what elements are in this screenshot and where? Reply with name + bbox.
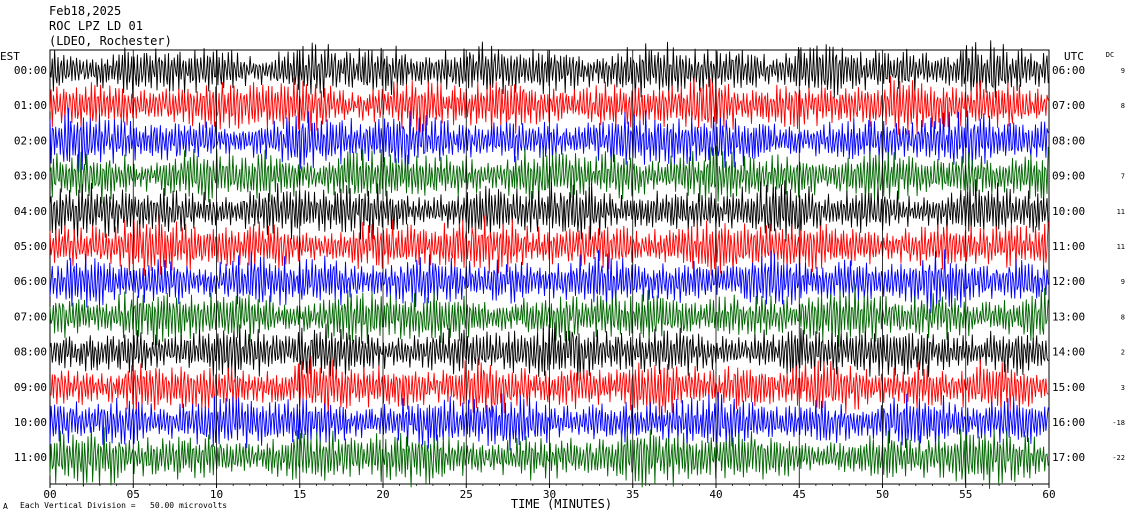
est-label-8: 08:00 [14,346,47,359]
x-tick-label-60: 60 [1042,488,1055,501]
est-label-1: 01:00 [14,99,47,112]
utc-label-1: 07:00 [1052,99,1085,112]
network-label: (LDEO, Rochester) [49,34,172,48]
dc-value-0: 9 [1121,67,1125,75]
est-label-3: 03:00 [14,170,47,183]
utc-label-9: 15:00 [1052,381,1085,394]
utc-label-8: 14:00 [1052,346,1085,359]
x-tick-label-40: 40 [709,488,722,501]
est-label-9: 09:00 [14,381,47,394]
dc-value-1: 8 [1121,102,1125,110]
dc-value-7: 8 [1121,313,1125,321]
dc-column-label: DC [1106,51,1114,59]
utc-label-6: 12:00 [1052,275,1085,288]
utc-zone-label: UTC [1064,50,1084,63]
utc-label-2: 08:00 [1052,134,1085,147]
utc-label-4: 10:00 [1052,205,1085,218]
dc-value-9: 3 [1121,384,1125,392]
x-tick-label-50: 50 [876,488,889,501]
x-tick-label-45: 45 [793,488,806,501]
dc-value-5: 11 [1117,243,1125,251]
date-label: Feb18,2025 [49,4,122,18]
x-tick-label-15: 15 [293,488,306,501]
est-label-4: 04:00 [14,205,47,218]
station-label: ROC LPZ LD 01 [49,19,143,33]
x-tick-label-35: 35 [626,488,639,501]
utc-label-5: 11:00 [1052,240,1085,253]
x-tick-label-05: 05 [127,488,140,501]
x-axis-label: TIME (MINUTES) [511,497,612,511]
dc-value-4: 11 [1117,208,1125,216]
est-label-2: 02:00 [14,134,47,147]
utc-label-0: 06:00 [1052,64,1085,77]
x-tick-label-00: 00 [43,488,56,501]
corner-mark: A [3,502,8,511]
x-tick-label-10: 10 [210,488,223,501]
est-label-0: 00:00 [14,64,47,77]
x-tick-label-25: 25 [460,488,473,501]
x-tick-label-55: 55 [959,488,972,501]
est-label-10: 10:00 [14,416,47,429]
dc-value-11: -22 [1112,454,1125,462]
est-label-6: 06:00 [14,275,47,288]
est-label-7: 07:00 [14,310,47,323]
utc-label-3: 09:00 [1052,170,1085,183]
x-tick-label-30: 30 [543,488,556,501]
utc-label-7: 13:00 [1052,310,1085,323]
dc-value-3: 7 [1121,173,1125,181]
dc-value-10: -18 [1112,419,1125,427]
dc-value-6: 9 [1121,278,1125,286]
dc-value-8: 2 [1121,349,1125,357]
x-tick-label-20: 20 [376,488,389,501]
est-zone-label: EST [0,50,20,63]
est-label-11: 11:00 [14,451,47,464]
utc-label-11: 17:00 [1052,451,1085,464]
est-label-5: 05:00 [14,240,47,253]
scale-note: Each Vertical Division = 50.00 microvolt… [20,501,228,510]
utc-label-10: 16:00 [1052,416,1085,429]
